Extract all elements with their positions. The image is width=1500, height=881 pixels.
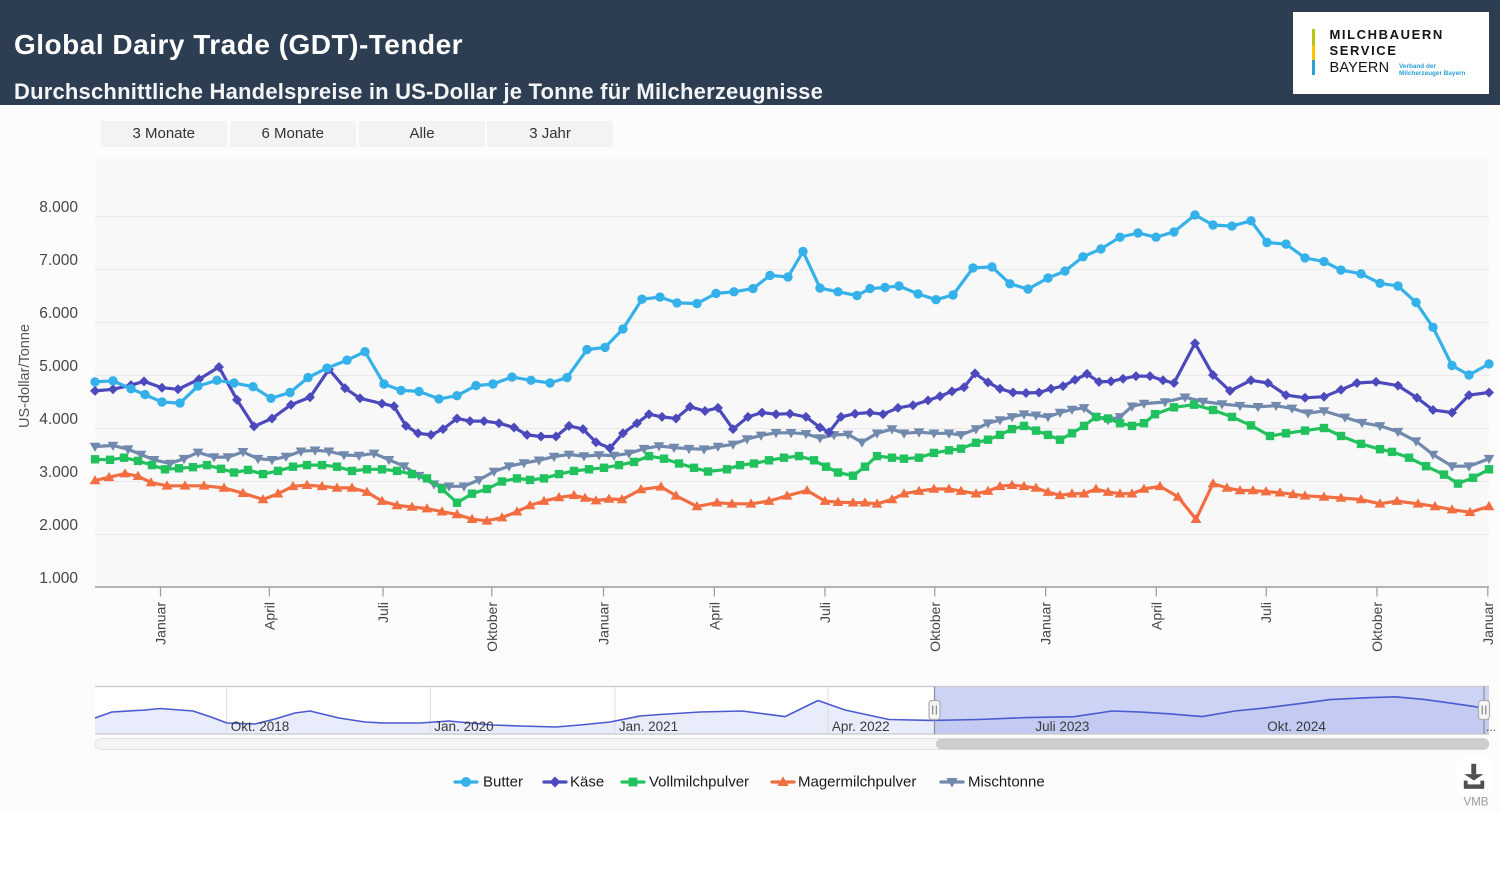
svg-text:Januar: Januar bbox=[1038, 602, 1054, 645]
svg-text:Magermilchpulver: Magermilchpulver bbox=[798, 774, 916, 791]
svg-text:Oktober: Oktober bbox=[484, 602, 500, 652]
svg-text:3.000: 3.000 bbox=[39, 464, 78, 481]
svg-text:Jan. 2021: Jan. 2021 bbox=[619, 719, 678, 734]
svg-text:Juli: Juli bbox=[1258, 602, 1274, 623]
svg-text:April: April bbox=[706, 602, 722, 630]
svg-text:Oktober: Oktober bbox=[927, 602, 943, 652]
svg-text:2.000: 2.000 bbox=[39, 517, 78, 534]
svg-text:Mischtonne: Mischtonne bbox=[968, 774, 1045, 791]
svg-text:4.000: 4.000 bbox=[39, 411, 78, 428]
svg-text:8.000: 8.000 bbox=[39, 199, 78, 216]
svg-text:6.000: 6.000 bbox=[39, 305, 78, 322]
svg-text:Januar: Januar bbox=[1480, 602, 1496, 645]
svg-text:April: April bbox=[261, 602, 277, 630]
svg-text:Januar: Januar bbox=[596, 602, 612, 645]
svg-text:Vollmilchpulver: Vollmilchpulver bbox=[649, 774, 749, 791]
svg-text:April: April bbox=[1148, 602, 1164, 630]
svg-text:US-dollar/Tonne: US-dollar/Tonne bbox=[17, 324, 33, 428]
svg-text:Juli: Juli bbox=[817, 602, 833, 623]
svg-text:Apr. 2022: Apr. 2022 bbox=[832, 719, 890, 734]
svg-text:Juli 2023: Juli 2023 bbox=[1035, 719, 1089, 734]
svg-text:1.000: 1.000 bbox=[39, 570, 78, 587]
svg-text:Januar: Januar bbox=[153, 602, 169, 645]
svg-text:VMB: VMB bbox=[1464, 797, 1489, 809]
svg-text:...: ... bbox=[1486, 720, 1496, 734]
svg-text:Juli: Juli bbox=[375, 602, 391, 623]
svg-text:Butter: Butter bbox=[483, 774, 523, 791]
svg-text:Oktober: Oktober bbox=[1369, 602, 1385, 652]
svg-text:7.000: 7.000 bbox=[39, 252, 78, 269]
svg-text:Okt. 2024: Okt. 2024 bbox=[1267, 719, 1326, 734]
svg-text:Okt. 2018: Okt. 2018 bbox=[231, 719, 290, 734]
svg-text:Jan. 2020: Jan. 2020 bbox=[434, 719, 493, 734]
svg-text:Käse: Käse bbox=[570, 774, 604, 791]
svg-text:5.000: 5.000 bbox=[39, 358, 78, 375]
